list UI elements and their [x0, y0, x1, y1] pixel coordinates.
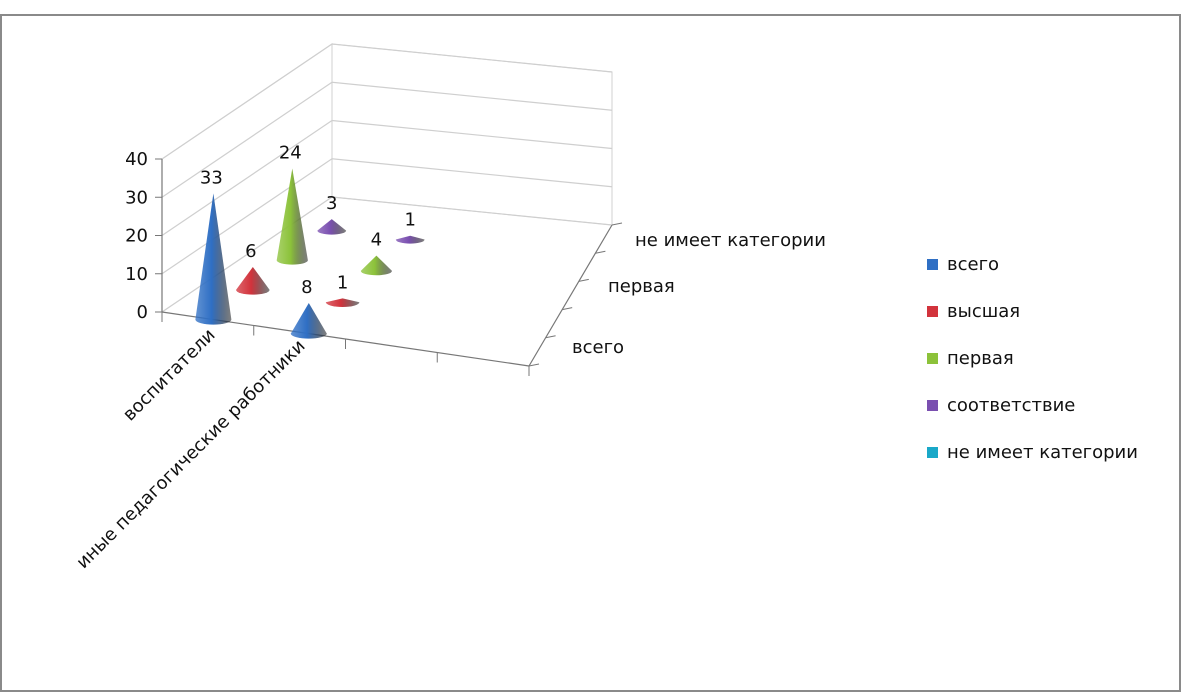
depth-tick	[562, 307, 573, 311]
gridline	[161, 119, 613, 236]
y-tick-label: 40	[125, 149, 148, 170]
legend-swatch	[927, 353, 938, 364]
data-label: 6	[245, 241, 256, 262]
depth-tick	[528, 363, 540, 367]
cone-mark	[395, 235, 425, 244]
cone-mark	[195, 193, 232, 325]
depth-tick	[611, 222, 623, 226]
gridline	[161, 196, 613, 313]
y-tick-label: 10	[125, 264, 148, 285]
data-label: 4	[371, 230, 382, 251]
cone-mark	[290, 303, 327, 339]
depth-label: первая	[608, 276, 675, 297]
legend-label: первая	[947, 348, 1014, 369]
depth-label: всего	[572, 337, 624, 358]
gridline	[161, 43, 613, 160]
legend-label: всего	[947, 254, 999, 275]
category-label: воспитатели	[119, 325, 220, 426]
depth-axis	[528, 224, 613, 367]
legend-swatch	[927, 306, 938, 317]
data-label: 8	[301, 277, 312, 298]
y-tick-label: 20	[125, 226, 148, 247]
data-label: 3	[326, 193, 337, 214]
data-label: 1	[337, 272, 348, 293]
depth-tick	[545, 335, 556, 339]
gridline	[161, 158, 613, 275]
cone-mark	[317, 219, 347, 235]
depth-tick	[578, 278, 589, 282]
cone-mark	[276, 168, 308, 265]
legend-label: высшая	[947, 301, 1020, 322]
legend-swatch	[927, 447, 938, 458]
legend-label: не имеет категории	[947, 442, 1138, 463]
cone-mark	[325, 298, 360, 307]
chart-frame: 0 10 20 30 40 воспитатели иные педагогические…	[0, 14, 1181, 692]
legend-swatch	[927, 400, 938, 411]
cone-mark	[236, 266, 270, 295]
data-label: 33	[200, 167, 223, 188]
y-tick-label: 30	[125, 187, 148, 208]
y-tick-label: 0	[137, 302, 148, 323]
category-label: иные педагогические работники	[72, 336, 309, 573]
cone-mark	[360, 255, 392, 276]
data-label: 1	[404, 210, 415, 231]
gridline	[161, 81, 613, 198]
depth-tick	[595, 250, 606, 254]
depth-label: не имеет категории	[635, 230, 826, 251]
legend-swatch	[927, 259, 938, 270]
legend-label: соответствие	[947, 395, 1075, 416]
data-label: 24	[279, 142, 302, 163]
